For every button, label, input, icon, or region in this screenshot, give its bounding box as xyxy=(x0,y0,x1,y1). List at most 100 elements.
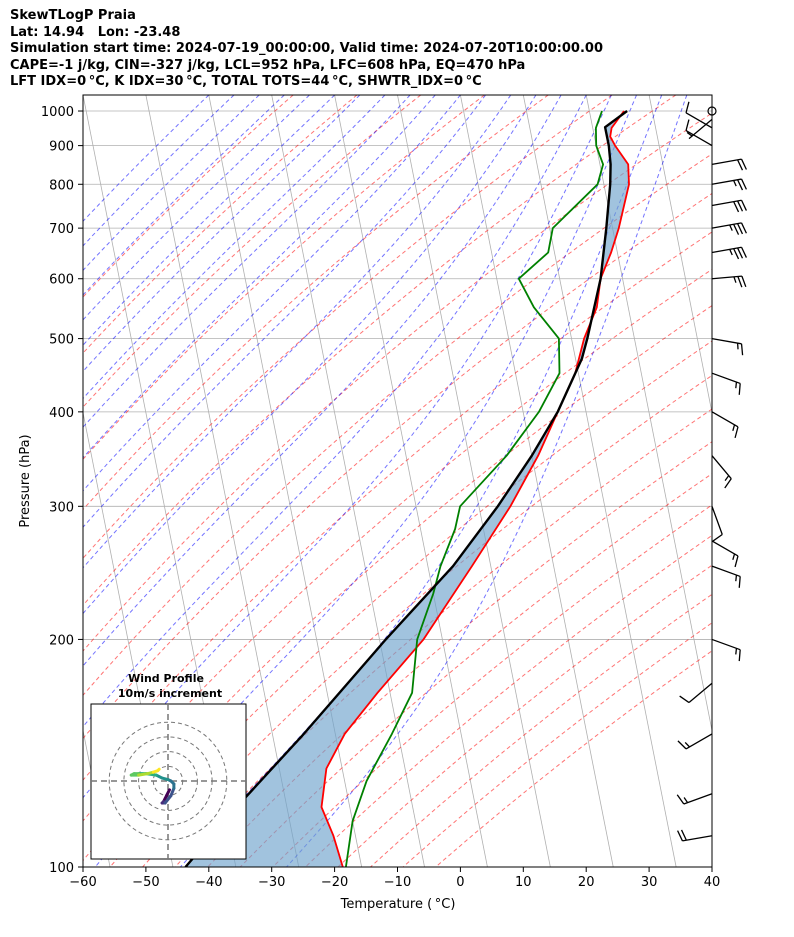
moist-adiabat xyxy=(83,95,235,247)
y-tick-label: 900 xyxy=(49,140,74,155)
barb-half xyxy=(686,131,693,137)
x-tick-label: −60 xyxy=(69,875,96,890)
y-tick-label: 400 xyxy=(49,406,74,421)
barb-half xyxy=(729,249,733,256)
y-tick-label: 500 xyxy=(49,333,74,348)
wind-barb xyxy=(685,119,713,147)
hodograph-segment xyxy=(163,794,173,805)
dry-adiabat xyxy=(83,95,549,511)
wind-barb xyxy=(711,222,747,235)
barb-full xyxy=(734,426,739,439)
isotherm-line xyxy=(145,95,300,867)
barb-full xyxy=(685,119,690,131)
wind-barb xyxy=(711,506,723,542)
isotherm-line xyxy=(271,95,425,867)
data-layer xyxy=(184,110,630,867)
moist-adiabat xyxy=(83,95,361,373)
barb-full xyxy=(679,695,690,704)
barb-full xyxy=(740,158,747,170)
x-axis-label: Temperature ( °C) xyxy=(340,897,456,912)
dry-adiabat xyxy=(272,504,712,867)
barb-full xyxy=(677,740,687,750)
dry-adiabat xyxy=(83,192,712,740)
wind-barb xyxy=(679,682,713,704)
x-tick-label: 0 xyxy=(456,875,464,890)
dry-adiabat xyxy=(83,268,712,822)
x-tick-label: −30 xyxy=(258,875,285,890)
dry-adiabat xyxy=(402,622,712,867)
dry-adiabat xyxy=(370,593,712,867)
barb-staff xyxy=(711,337,742,345)
barb-staff xyxy=(685,112,713,129)
cin-shading xyxy=(185,111,629,867)
barb-full xyxy=(741,275,747,288)
barb-full xyxy=(738,383,741,395)
chart-title-block: SkewTLogP Praia Lat: 14.94 Lon: -23.48 Sim… xyxy=(10,8,603,91)
moist-adiabat xyxy=(83,95,386,400)
wind-barb xyxy=(711,638,741,662)
barb-full xyxy=(685,101,690,114)
x-tick-label: −10 xyxy=(384,875,411,890)
barb-staff xyxy=(683,793,713,805)
title-times: Simulation start time: 2024-07-19_00:00:… xyxy=(10,41,603,56)
moist-adiabat xyxy=(83,95,562,667)
moist-adiabat xyxy=(83,95,335,346)
grid-layer xyxy=(83,95,712,867)
wind-barb xyxy=(711,337,744,356)
barb-full xyxy=(738,649,741,662)
barb-half xyxy=(732,553,736,561)
moist-adiabat xyxy=(180,95,663,867)
barb-staff xyxy=(711,178,742,185)
dry-adiabat xyxy=(83,95,485,460)
barb-staff xyxy=(711,199,742,207)
x-tick-label: 30 xyxy=(641,875,658,890)
barb-half xyxy=(735,382,738,389)
barb-half xyxy=(735,574,738,582)
dry-adiabat xyxy=(109,340,712,867)
wind-barb xyxy=(685,101,713,129)
hodograph-title: Wind Profile xyxy=(128,672,204,685)
x-tick-label: −20 xyxy=(321,875,348,890)
barb-staff xyxy=(711,455,732,480)
barb-full xyxy=(740,222,747,234)
barb-half xyxy=(735,648,738,655)
y-tick-label: 700 xyxy=(49,222,74,237)
hodograph-segment xyxy=(156,767,161,773)
calm-circle xyxy=(707,106,717,116)
barb-full xyxy=(724,478,732,489)
barb-full xyxy=(740,178,747,190)
x-tick-label: −40 xyxy=(195,875,222,890)
barb-full xyxy=(712,533,723,542)
moist-adiabat xyxy=(83,95,310,321)
barb-half xyxy=(724,475,730,481)
dry-adiabat xyxy=(83,95,294,298)
barb-full xyxy=(733,201,740,213)
dry-adiabat xyxy=(83,95,422,408)
title-indices-line: LFT IDX=0 °C, K IDX=30 °C, TOTAL TOTS=44… xyxy=(10,74,482,89)
barb-staff xyxy=(711,565,741,578)
isotherm-line xyxy=(334,95,488,867)
y-tick-label: 800 xyxy=(49,178,74,193)
barb-full xyxy=(733,248,740,260)
barb-full xyxy=(680,829,687,841)
barb-full xyxy=(740,246,747,258)
barb-staff xyxy=(711,246,742,254)
moist-adiabat xyxy=(83,95,461,492)
wind-barb xyxy=(707,106,717,116)
wind-barb xyxy=(677,733,713,750)
barb-staff xyxy=(711,158,742,166)
isotherm-line xyxy=(648,95,712,415)
wind-barb xyxy=(711,199,747,213)
barb-half xyxy=(732,424,736,431)
barb-staff xyxy=(688,118,713,140)
moist-adiabat xyxy=(83,95,260,272)
dewpoint-profile xyxy=(345,110,604,867)
barb-staff xyxy=(688,682,713,704)
wind-barbs xyxy=(676,101,747,842)
parcel-profile xyxy=(184,110,628,867)
barb-full xyxy=(737,223,744,235)
x-tick-label: 20 xyxy=(578,875,595,890)
wind-barb xyxy=(711,246,747,260)
barb-staff xyxy=(711,275,742,280)
moist-adiabat xyxy=(286,95,688,867)
